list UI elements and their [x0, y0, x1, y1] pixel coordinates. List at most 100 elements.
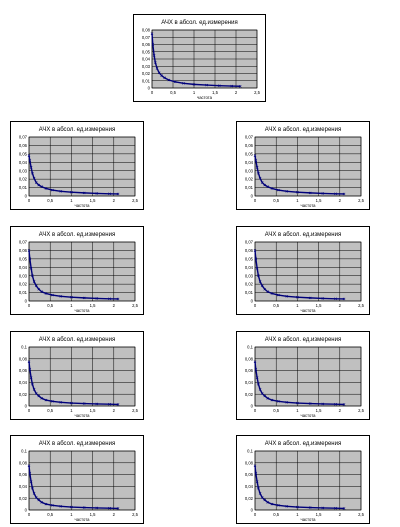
chart-svg: АЧХ в абсол. ед.измерения 0 0,01 0,02 0,03 0,… — [245, 127, 365, 208]
data-point — [28, 257, 32, 261]
data-point — [192, 83, 196, 86]
data-point — [266, 185, 270, 189]
data-point — [28, 368, 32, 371]
data-point — [266, 290, 270, 294]
data-point — [167, 78, 171, 82]
data-point — [95, 402, 99, 406]
data-point — [334, 297, 337, 301]
y-tick-label: 0,05 — [19, 256, 28, 261]
data-point — [152, 54, 156, 57]
y-tick-label: 0,1 — [21, 449, 27, 454]
series-line — [28, 155, 119, 195]
data-point — [321, 192, 325, 195]
y-tick-label: 0,05 — [245, 151, 254, 156]
data-point — [270, 502, 274, 506]
x-tick-label: 0 — [28, 303, 31, 308]
plot-area — [255, 451, 361, 510]
data-point — [34, 496, 38, 499]
data-point — [266, 501, 270, 504]
data-point — [51, 399, 54, 403]
data-point — [82, 296, 86, 300]
y-tick-label: 0,08 — [19, 460, 28, 465]
x-tick-label: 0 — [254, 408, 257, 413]
data-point — [70, 401, 73, 405]
data-point — [116, 297, 120, 301]
x-tick-label: 1,5 — [212, 90, 218, 95]
data-point — [253, 464, 257, 468]
y-tick-label: 0,03 — [19, 168, 28, 173]
plot-area — [29, 347, 135, 406]
data-point — [258, 388, 262, 391]
chart-panel-row1-right: АЧХ в абсол. ед.измерения 0 0,01 0,02 0,03 0,… — [236, 121, 370, 210]
data-point — [108, 297, 111, 301]
data-point — [82, 191, 86, 195]
chart-title: АЧХ в абсол. ед.измерения — [39, 232, 115, 238]
data-point — [29, 480, 33, 483]
chart-svg: АЧХ в абсол. ед.измерения 0 0,01 0,02 0,03 0,… — [142, 20, 261, 100]
chart-title: АЧХ в абсол. ед.измерения — [265, 337, 341, 343]
plot-area — [29, 242, 135, 301]
x-tick-label: 1,5 — [316, 303, 322, 308]
data-point — [257, 382, 260, 386]
series-line — [254, 361, 345, 406]
y-tick-label: 0,01 — [142, 78, 151, 83]
data-point — [32, 492, 36, 495]
x-tick-label: 0,5 — [47, 408, 53, 413]
y-tick-label: 0,02 — [245, 496, 254, 501]
data-point — [321, 402, 325, 406]
x-tick-label: 2 — [339, 408, 342, 413]
y-tick-label: 0,06 — [19, 368, 28, 373]
x-tick-label: 2,5 — [132, 408, 138, 413]
y-tick-label: 0,02 — [245, 177, 254, 182]
chart-panel-row1-left: АЧХ в абсол. ед.измерения 0 0,01 0,02 0,03 0,… — [10, 121, 144, 210]
x-tick-label: 2,5 — [132, 303, 138, 308]
data-point — [255, 266, 259, 270]
data-point — [334, 402, 337, 406]
x-tick-label: 0 — [28, 512, 31, 517]
data-point — [27, 249, 31, 252]
x-axis-label: частота — [197, 95, 213, 100]
x-tick-label: 2 — [113, 303, 116, 308]
data-point — [254, 472, 258, 475]
y-tick-label: 0,03 — [19, 273, 28, 278]
chart-title: АЧХ в абсол. ед.измерения — [265, 127, 341, 133]
x-axis-label: частота — [75, 517, 91, 522]
data-point — [29, 266, 33, 270]
x-tick-label: 0 — [254, 303, 257, 308]
data-point — [31, 274, 34, 278]
y-tick-label: 0,01 — [245, 185, 254, 190]
data-point — [255, 376, 259, 379]
x-tick-label: 1,5 — [90, 198, 96, 203]
x-tick-label: 2 — [113, 512, 116, 517]
y-tick-label: 0,02 — [19, 392, 28, 397]
data-point — [263, 394, 267, 398]
data-point — [59, 505, 63, 508]
data-point — [263, 183, 267, 187]
data-point — [59, 190, 63, 193]
data-point — [285, 190, 289, 193]
data-point — [342, 403, 346, 406]
data-point — [296, 190, 299, 194]
data-point — [37, 183, 41, 187]
data-point — [308, 191, 312, 195]
y-tick-label: 0,08 — [19, 356, 28, 361]
y-tick-label: 0,1 — [21, 345, 27, 350]
plot-frame — [28, 450, 136, 511]
chart-svg: АЧХ в абсол. ед.измерения 0 0,01 0,02 0,03 0,… — [19, 232, 139, 313]
data-point — [182, 81, 185, 85]
chart-title: АЧХ в абсол. ед.измерения — [265, 441, 341, 447]
x-tick-label: 1,5 — [90, 408, 96, 413]
x-tick-label: 0,5 — [47, 198, 53, 203]
data-point — [257, 486, 260, 490]
data-point — [29, 376, 33, 379]
y-tick-label: 0,07 — [142, 35, 151, 40]
y-tick-label: 0,03 — [245, 168, 254, 173]
y-tick-label: 0,01 — [19, 185, 28, 190]
x-tick-label: 2,5 — [358, 303, 364, 308]
data-point — [151, 43, 155, 46]
y-tick-label: 0,04 — [245, 484, 254, 489]
series-line — [28, 465, 119, 510]
data-point — [32, 280, 36, 283]
y-tick-label: 0,05 — [19, 151, 28, 156]
chart-svg: АЧХ в абсол. ед.измерения 0 0,01 0,02 0,03 0,… — [245, 232, 365, 313]
